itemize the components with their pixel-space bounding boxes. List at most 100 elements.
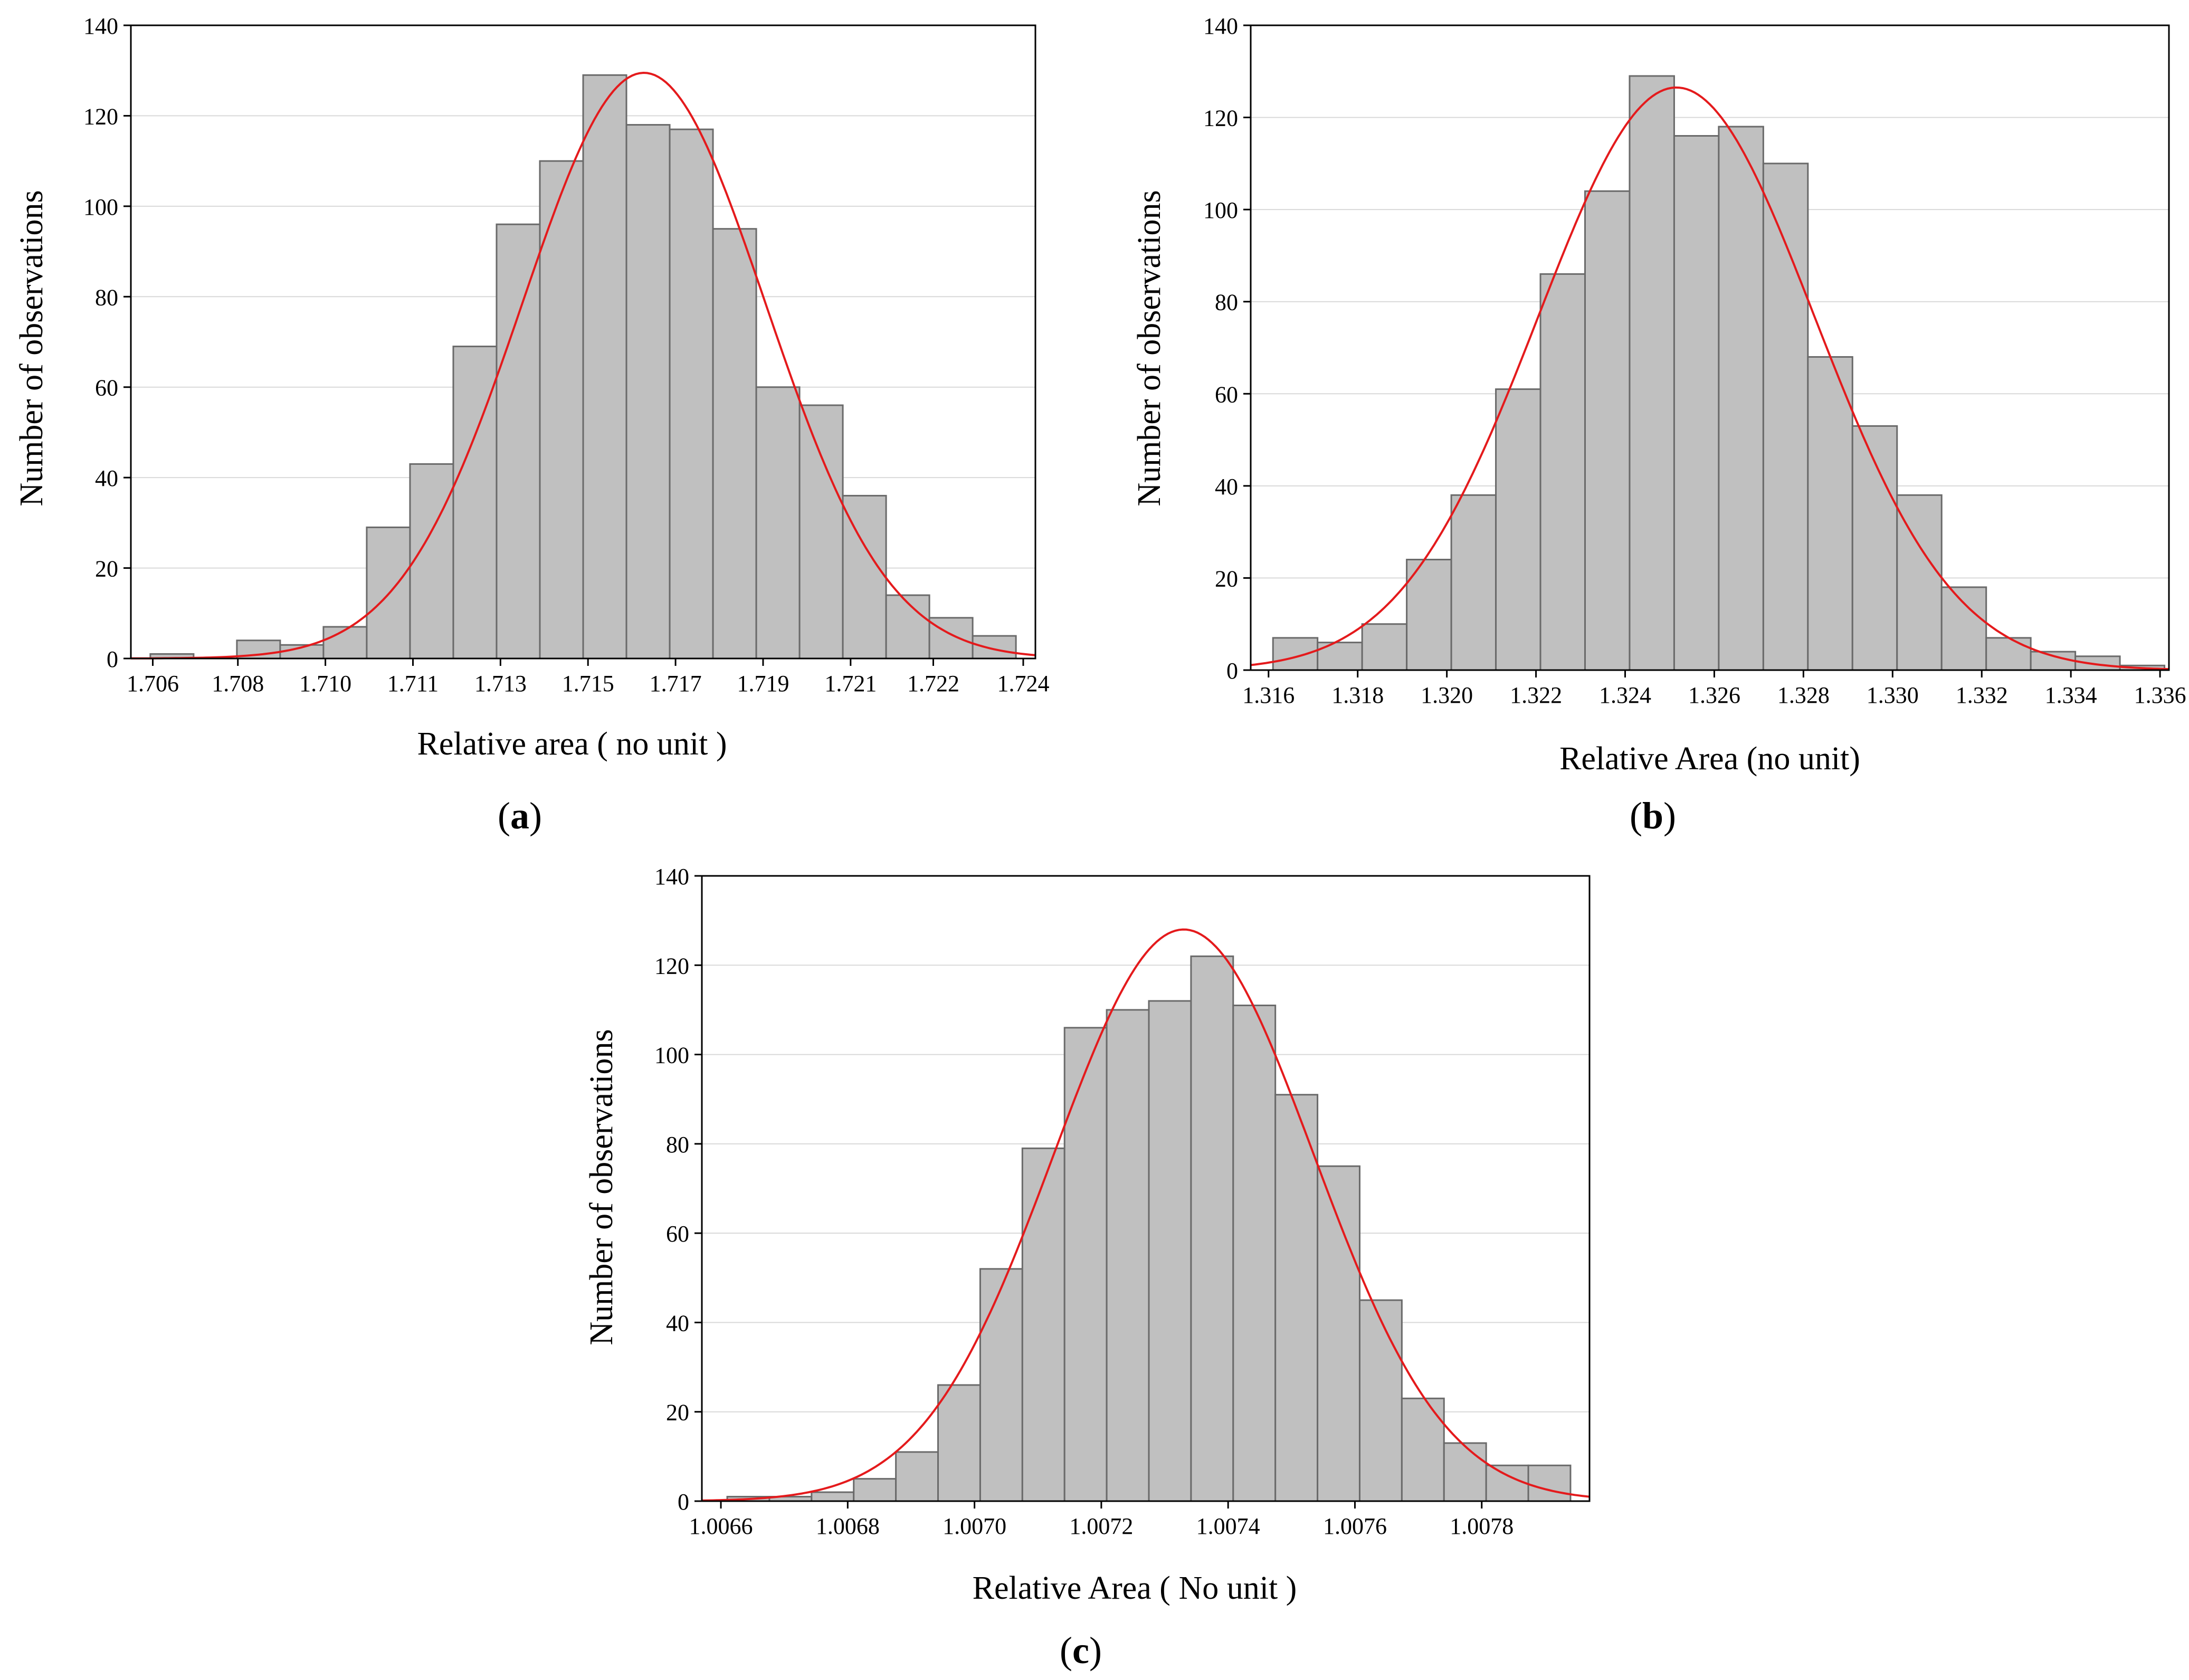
histogram-bar-a-11: [625, 124, 671, 660]
y-tick-label-b-6: 120: [1203, 106, 1238, 131]
x-tick-label-a-10: 1.724: [997, 671, 1049, 696]
histogram-bar-c-17: [1443, 1442, 1487, 1502]
normal-fit-curve-a: [131, 71, 1036, 660]
histogram-bar-c-13: [1274, 1094, 1319, 1502]
x-axis-label-a: Relative area ( no unit ): [417, 726, 727, 762]
x-tick-label-a-2: 1.710: [299, 671, 351, 696]
x-tick-label-b-2: 1.320: [1421, 682, 1473, 708]
x-tick-label-a-0: 1.706: [127, 671, 179, 696]
histogram-bar-c-4: [895, 1451, 939, 1502]
y-tick-label-c-5: 100: [654, 1043, 689, 1068]
histogram-bar-b-12: [1807, 356, 1853, 671]
x-tick-label-a-5: 1.715: [562, 671, 614, 696]
histogram-bar-b-15: [1940, 586, 1987, 671]
x-tick-label-b-0: 1.316: [1242, 682, 1295, 708]
histogram-bar-a-18: [928, 617, 974, 660]
histogram-bar-a-19: [972, 635, 1017, 660]
x-tick-label-b-1: 1.318: [1331, 682, 1384, 708]
plot-frame-a: [130, 24, 1036, 660]
y-tick-label-a-0: 0: [107, 646, 118, 672]
y-tick-label-b-5: 100: [1203, 197, 1238, 223]
x-axis-label-b: Relative Area (no unit): [1559, 741, 1860, 777]
x-tick-label-a-6: 1.717: [650, 671, 702, 696]
histogram-bar-c-2: [811, 1491, 855, 1502]
histogram-bar-c-18: [1485, 1464, 1529, 1502]
y-tick-label-a-5: 100: [83, 194, 118, 220]
histogram-bar-c-16: [1401, 1397, 1445, 1502]
x-tick-label-b-10: 1.336: [2134, 682, 2186, 708]
histogram-bar-b-5: [1495, 388, 1541, 671]
normal-fit-curve-b: [1250, 86, 2169, 671]
histogram-bar-a-6: [409, 463, 454, 660]
y-tick-label-c-1: 20: [666, 1400, 689, 1426]
histogram-bar-a-13: [712, 228, 757, 660]
histogram-bar-c-12: [1232, 1004, 1277, 1502]
histogram-bar-c-7: [1021, 1147, 1065, 1502]
y-axis-label-c: Number of observations: [584, 1029, 620, 1345]
x-tick-label-a-3: 1.711: [387, 671, 439, 696]
x-tick-label-b-9: 1.334: [2045, 682, 2097, 708]
y-tick-label-c-4: 80: [666, 1132, 689, 1158]
histogram-bar-c-6: [979, 1268, 1023, 1502]
histogram-bar-a-4: [322, 626, 368, 660]
histogram-bar-c-8: [1063, 1027, 1108, 1502]
y-tick-label-a-7: 140: [83, 13, 118, 39]
x-tick-label-a-1: 1.708: [212, 671, 264, 696]
y-tick-label-a-3: 60: [95, 375, 118, 401]
histogram-bar-c-15: [1358, 1299, 1403, 1502]
plot-frame-b: [1250, 24, 2170, 671]
histogram-bar-c-14: [1317, 1165, 1360, 1502]
panel-caption-c: (c): [1060, 1629, 1102, 1672]
y-tick-label-c-3: 60: [666, 1221, 689, 1247]
y-tick-label-c-2: 40: [666, 1310, 689, 1336]
x-tick-label-b-3: 1.322: [1510, 682, 1562, 708]
x-tick-label-b-8: 1.332: [1956, 682, 2008, 708]
y-tick-label-a-2: 40: [95, 465, 118, 491]
y-tick-label-b-7: 140: [1203, 13, 1238, 39]
x-tick-label-c-6: 1.0078: [1450, 1513, 1514, 1539]
x-tick-label-a-7: 1.719: [737, 671, 789, 696]
y-tick-label-c-0: 0: [678, 1489, 689, 1515]
x-tick-label-c-1: 1.0068: [816, 1513, 880, 1539]
x-tick-label-c-3: 1.0072: [1069, 1513, 1133, 1539]
histogram-bar-b-11: [1762, 163, 1809, 671]
x-tick-label-c-0: 1.0066: [689, 1513, 753, 1539]
x-tick-label-c-2: 1.0070: [943, 1513, 1006, 1539]
x-tick-label-b-7: 1.330: [1867, 682, 1919, 708]
y-tick-label-b-2: 40: [1215, 474, 1238, 500]
x-tick-label-a-8: 1.721: [824, 671, 877, 696]
y-tick-label-b-1: 20: [1215, 566, 1238, 591]
y-tick-label-c-6: 120: [654, 953, 689, 979]
y-tick-label-b-3: 60: [1215, 381, 1238, 407]
y-axis-label-a: Number of observations: [14, 190, 50, 506]
plot-frame-c: [701, 875, 1591, 1502]
x-tick-label-a-9: 1.722: [907, 671, 959, 696]
histogram-bar-a-12: [669, 128, 714, 660]
x-tick-label-c-5: 1.0076: [1323, 1513, 1387, 1539]
y-tick-label-a-4: 80: [95, 284, 118, 310]
y-tick-label-a-6: 120: [83, 103, 118, 129]
panel-caption-b: (b): [1630, 795, 1677, 837]
histogram-bar-c-5: [937, 1384, 981, 1502]
histogram-bar-a-9: [539, 160, 584, 660]
x-tick-label-a-4: 1.713: [474, 671, 527, 696]
y-tick-label-c-7: 140: [654, 864, 689, 890]
histogram-bar-c-19: [1527, 1464, 1572, 1502]
histogram-bar-b-17: [2030, 651, 2077, 671]
panel-caption-a: (a): [498, 795, 542, 837]
x-tick-label-b-4: 1.324: [1599, 682, 1651, 708]
y-tick-label-b-0: 0: [1226, 658, 1238, 684]
x-axis-label-c: Relative Area ( No unit ): [973, 1570, 1297, 1606]
y-tick-label-b-4: 80: [1215, 290, 1238, 316]
histogram-bar-b-6: [1539, 273, 1586, 671]
x-tick-label-b-6: 1.328: [1777, 682, 1830, 708]
histogram-bar-c-10: [1148, 1000, 1192, 1502]
x-tick-label-c-4: 1.0074: [1196, 1513, 1260, 1539]
y-axis-label-b: Number of observations: [1131, 190, 1167, 506]
y-tick-label-a-1: 20: [95, 556, 118, 582]
x-tick-label-b-5: 1.326: [1688, 682, 1740, 708]
normal-fit-curve-c: [701, 928, 1590, 1502]
